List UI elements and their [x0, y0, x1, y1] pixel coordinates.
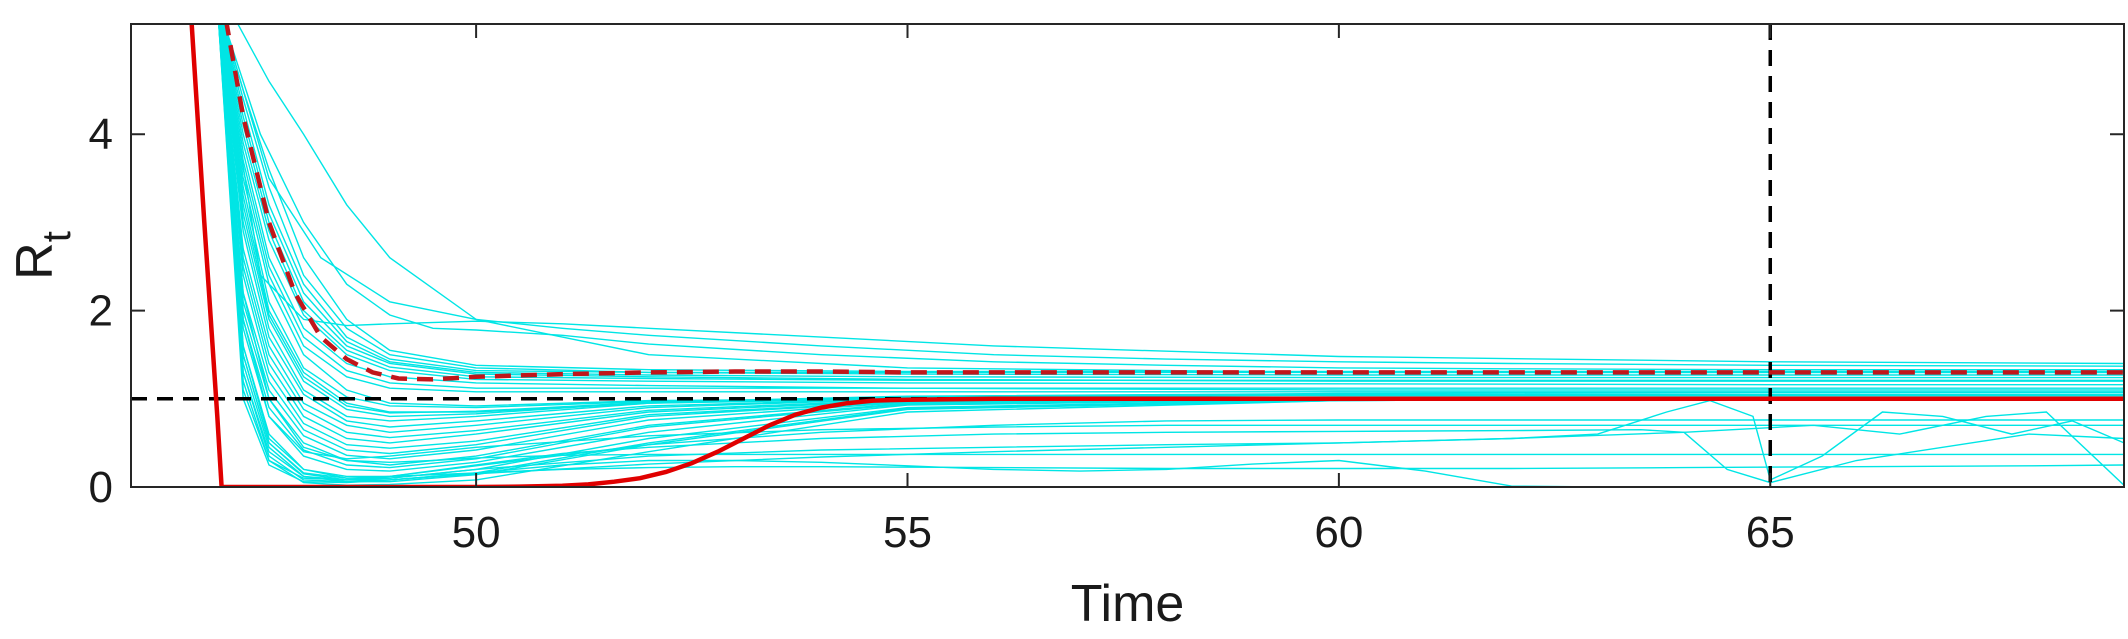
ensemble-line: [223, 24, 2124, 367]
ensemble-line: [219, 24, 2124, 414]
x-tick-label: 55: [883, 508, 932, 557]
ensemble-line: [219, 24, 2124, 413]
red-solid-line: [189, 24, 2124, 487]
ensemble-line: [219, 24, 2124, 409]
ensemble-line: [220, 24, 2124, 386]
ensemble-line: [218, 24, 2124, 434]
ensemble-line: [218, 24, 2124, 455]
ensemble-line: [221, 24, 2124, 374]
ensemble-line: [219, 24, 2124, 407]
ensemble-line: [218, 24, 2124, 481]
reference-lines: [131, 24, 2124, 487]
y-axis-label: Rt: [6, 231, 79, 280]
ensemble-lines: [218, 24, 2124, 487]
ensemble-line: [218, 24, 1684, 487]
ensemble-line: [218, 24, 2124, 479]
ensemble-line: [218, 24, 2124, 460]
axis-ticks: 50 55 60 65 0 2 4: [89, 24, 2124, 557]
x-axis-label: Time: [1071, 575, 1185, 633]
ensemble-line: [218, 24, 2124, 481]
ensemble-line: [219, 24, 2124, 418]
highlight-series: [189, 24, 2124, 487]
ensemble-line: [221, 24, 2124, 379]
ensemble-line: [237, 24, 2124, 374]
y-tick-label: 0: [89, 463, 113, 512]
ensemble-line: [218, 24, 2124, 486]
y-axis-label-main: R: [6, 242, 64, 280]
ensemble-line: [223, 24, 2124, 373]
x-tick-label: 65: [1746, 508, 1795, 557]
ensemble-line: [220, 24, 2124, 365]
ensemble-line: [223, 24, 2124, 371]
ensemble-line: [218, 24, 2124, 478]
ensemble-line: [218, 24, 2124, 484]
ensemble-line: [219, 24, 2124, 422]
ensemble-line: [219, 24, 2124, 428]
ensemble-line: [218, 24, 2124, 486]
ensemble-line: [220, 24, 2124, 389]
y-tick-label: 4: [89, 110, 113, 159]
y-tick-label: 2: [89, 287, 113, 336]
x-tick-label: 60: [1314, 508, 1363, 557]
x-tick-label: 50: [452, 508, 501, 557]
ensemble-line: [222, 24, 2124, 376]
y-axis-label-subscript: t: [35, 231, 79, 242]
ensemble-line: [220, 24, 2124, 381]
plot-frame: [130, 23, 2125, 488]
ensemble-line: [218, 24, 2124, 464]
red-dashed-line: [224, 24, 2124, 382]
ensemble-line: [219, 24, 2124, 393]
